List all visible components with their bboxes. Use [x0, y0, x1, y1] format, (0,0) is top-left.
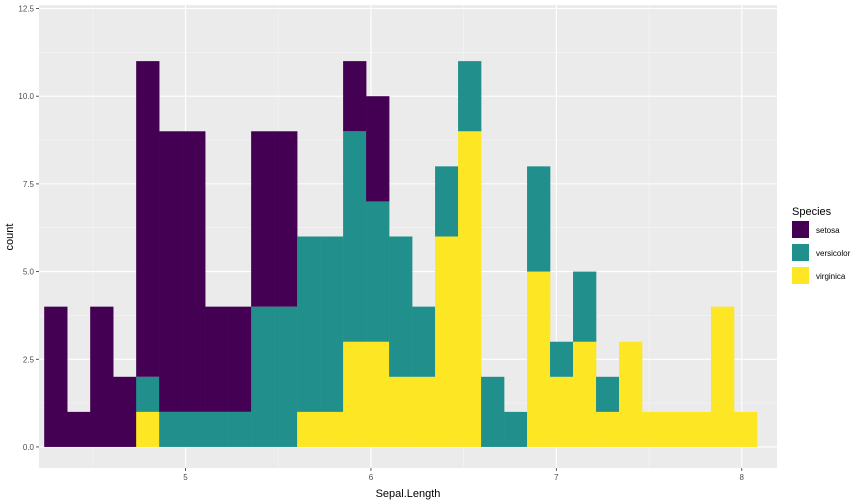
y-tick-label: 5.0 [23, 268, 35, 277]
bar-virginica [733, 411, 758, 447]
bar-setosa [159, 131, 183, 412]
bar-virginica [366, 341, 390, 447]
bar-versicolor [481, 376, 505, 447]
bar-versicolor [435, 166, 459, 237]
x-tick-label: 8 [740, 473, 745, 482]
x-axis-title: Sepal.Length [376, 488, 441, 500]
histogram-bars [44, 61, 758, 447]
legend-label-virginica: virginica [816, 272, 846, 281]
bar-setosa [90, 306, 114, 447]
bar-setosa [251, 131, 275, 307]
bar-versicolor [182, 411, 206, 447]
bar-versicolor [205, 411, 229, 447]
bar-versicolor [343, 131, 367, 342]
bar-setosa [44, 306, 68, 447]
bar-versicolor [504, 411, 528, 447]
bar-virginica [435, 236, 459, 447]
bar-setosa [182, 131, 206, 412]
bar-versicolor [573, 271, 597, 342]
bar-virginica [297, 411, 321, 447]
y-tick-label: 12.5 [18, 5, 34, 14]
legend-key-virginica [792, 267, 809, 284]
legend-key-versicolor [792, 244, 809, 261]
y-tick-label: 2.5 [23, 355, 35, 364]
legend-title: Species [792, 206, 832, 218]
legend-label-versicolor: versicolor [816, 249, 851, 258]
bar-versicolor [251, 306, 275, 447]
bar-versicolor [159, 411, 183, 447]
bar-versicolor [412, 306, 436, 377]
x-tick-label: 5 [183, 473, 188, 482]
bar-versicolor [136, 376, 160, 412]
bar-virginica [136, 411, 160, 447]
bar-versicolor [527, 166, 551, 272]
bar-virginica [687, 411, 712, 447]
bar-virginica [389, 376, 413, 447]
bar-setosa [67, 411, 91, 447]
bar-virginica [527, 271, 551, 447]
bar-virginica [619, 341, 643, 447]
bar-versicolor [228, 411, 252, 447]
bar-virginica [573, 341, 597, 447]
bar-virginica [710, 306, 735, 447]
y-axis: 0.0 2.5 5.0 7.5 10.0 12.5 [18, 5, 39, 452]
bar-virginica [642, 411, 666, 447]
bar-versicolor [274, 306, 298, 447]
legend: Species setosa versicolor virginica [792, 206, 851, 284]
legend-label-setosa: setosa [816, 226, 840, 235]
x-axis: 5 6 7 8 [183, 468, 745, 482]
bar-virginica [412, 376, 436, 447]
bar-virginica [320, 411, 344, 447]
bar-setosa [136, 61, 160, 377]
bar-versicolor [389, 236, 413, 377]
bar-versicolor [550, 341, 574, 377]
bar-versicolor [320, 236, 344, 412]
bar-setosa [205, 306, 229, 412]
bar-setosa [343, 61, 367, 132]
bar-virginica [665, 411, 689, 447]
y-axis-title: count [4, 224, 16, 251]
bar-setosa [274, 131, 298, 307]
bar-versicolor [297, 236, 321, 412]
bar-versicolor [596, 376, 620, 412]
y-tick-label: 7.5 [23, 180, 35, 189]
y-tick-label: 0.0 [23, 443, 35, 452]
bar-virginica [596, 411, 620, 447]
bar-versicolor [366, 201, 390, 342]
x-tick-label: 7 [554, 473, 559, 482]
bar-virginica [343, 341, 367, 447]
x-tick-label: 6 [369, 473, 374, 482]
bar-virginica [458, 131, 482, 447]
y-tick-label: 10.0 [18, 92, 34, 101]
bar-setosa [228, 306, 252, 412]
bar-setosa [113, 376, 137, 447]
legend-key-setosa [792, 221, 809, 238]
bar-setosa [366, 96, 390, 202]
bar-versicolor [458, 61, 482, 132]
bar-virginica [550, 376, 574, 447]
